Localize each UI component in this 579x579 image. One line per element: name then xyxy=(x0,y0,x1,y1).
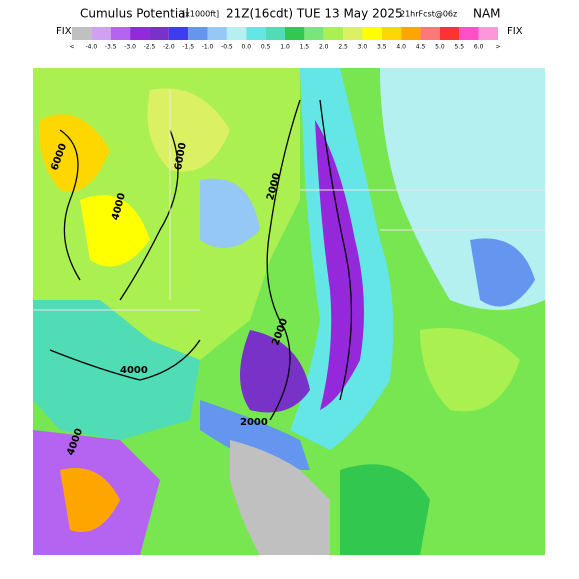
field xyxy=(420,328,520,412)
colorbar-label: 2.0 xyxy=(319,44,329,51)
field xyxy=(230,440,330,555)
fix-left: FIX xyxy=(56,26,72,37)
title: Cumulus Potential xyxy=(80,7,189,21)
colorbar-swatch xyxy=(168,27,189,40)
colorbar-label: 1.5 xyxy=(300,44,310,51)
colorbar-swatch xyxy=(72,27,92,40)
colorbar-swatch xyxy=(285,27,305,40)
colorbar-label: 4.0 xyxy=(396,44,406,51)
contour xyxy=(266,99,301,421)
colorbar-label: > xyxy=(495,44,500,51)
colorbar-label: -2.0 xyxy=(163,44,175,51)
field xyxy=(340,464,430,555)
colorbar-label: < xyxy=(69,44,74,51)
colorbar-label: 0.0 xyxy=(241,44,251,51)
field xyxy=(33,300,200,440)
colorbar-label: 3.5 xyxy=(377,44,387,51)
field xyxy=(60,468,120,532)
colorbar-swatch xyxy=(110,27,131,40)
contour xyxy=(119,129,179,301)
colorbar-label: 3.0 xyxy=(358,44,368,51)
colorbar-swatch xyxy=(401,27,421,40)
colorbar-swatch xyxy=(343,27,363,40)
contour-label: 4000 xyxy=(120,365,148,376)
colorbar-label: -4.0 xyxy=(86,44,98,51)
map: 6000 6000 4000 2000 2000 4000 2000 4000 xyxy=(33,68,545,555)
units: [x1000ft] xyxy=(182,10,219,19)
contour-label: 6000 xyxy=(173,142,189,171)
colorbar-label: 4.5 xyxy=(416,44,426,51)
colorbar-swatch xyxy=(130,27,150,40)
colorbar-label: -0.5 xyxy=(221,44,233,51)
colorbar-label: -1.0 xyxy=(202,44,214,51)
colorbar-swatch xyxy=(381,27,402,40)
valid-time: 21Z(16cdt) TUE 13 May 2025 xyxy=(226,7,403,21)
colorbar-label: 1.0 xyxy=(280,44,290,51)
colorbar-label: -3.0 xyxy=(124,44,136,51)
colorbar-swatch xyxy=(439,27,460,40)
field xyxy=(39,114,110,192)
colorbar-label: 5.5 xyxy=(454,44,464,51)
field xyxy=(470,238,535,307)
field xyxy=(80,195,150,267)
colorbar-swatch xyxy=(304,27,324,40)
colorbar-swatch xyxy=(459,27,479,40)
colorbar-label: 5.0 xyxy=(435,44,445,51)
model: NAM xyxy=(473,7,501,21)
colorbar-swatch xyxy=(265,27,285,40)
colorbar-swatch xyxy=(188,27,208,40)
field xyxy=(200,400,310,470)
contour xyxy=(319,99,353,401)
colorbar-swatch xyxy=(149,27,169,40)
colorbar-label: 6.0 xyxy=(474,44,484,51)
colorbar-label: -1.5 xyxy=(182,44,194,51)
colorbar-swatch xyxy=(323,27,344,40)
contour-label: 2000 xyxy=(240,417,268,428)
forecast: 21hrFcst@06z xyxy=(400,10,457,19)
colorbar-swatch xyxy=(478,27,498,40)
colorbar-label: 0.5 xyxy=(261,44,271,51)
colorbar-swatch xyxy=(246,27,266,40)
field xyxy=(200,178,260,248)
colorbar-label: 2.5 xyxy=(338,44,348,51)
colorbar-swatch xyxy=(362,27,382,40)
colorbar-swatch xyxy=(91,27,111,40)
colorbar-label: -3.5 xyxy=(105,44,117,51)
colorbar-swatch xyxy=(420,27,440,40)
colorbar-swatch xyxy=(226,27,247,40)
fix-right: FIX xyxy=(507,26,523,37)
contour xyxy=(49,339,201,381)
field xyxy=(240,330,310,413)
contour xyxy=(59,129,81,281)
colorbar-label: -2.5 xyxy=(144,44,156,51)
colorbar-swatch xyxy=(207,27,227,40)
field xyxy=(315,120,364,410)
field xyxy=(147,88,230,172)
colorbar: < -4.0 -3.5 -3.0 -2.5 -2.0 -1.5 -1.0 -0.5 0.0 0.5 1… xyxy=(69,27,501,51)
state-border xyxy=(33,90,545,311)
